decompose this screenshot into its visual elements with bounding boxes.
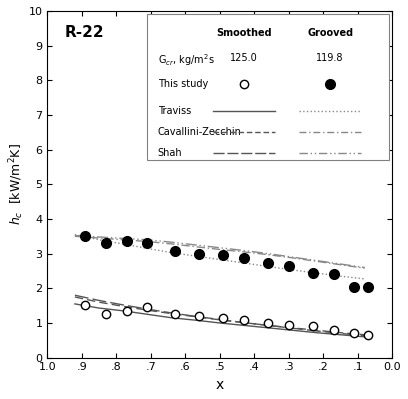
FancyBboxPatch shape bbox=[147, 14, 389, 160]
Text: Traviss: Traviss bbox=[157, 107, 191, 117]
X-axis label: x: x bbox=[216, 378, 224, 392]
Y-axis label: $h_c$  [kW/m$^2$K]: $h_c$ [kW/m$^2$K] bbox=[7, 143, 26, 225]
Text: Shah: Shah bbox=[157, 148, 182, 158]
Text: 125.0: 125.0 bbox=[230, 53, 258, 63]
Text: This study: This study bbox=[157, 79, 208, 89]
Text: Grooved: Grooved bbox=[307, 28, 353, 38]
Text: Smoothed: Smoothed bbox=[216, 28, 272, 38]
Text: Cavallini-Zecchin: Cavallini-Zecchin bbox=[157, 127, 242, 137]
Text: R-22: R-22 bbox=[64, 25, 104, 40]
Text: 119.8: 119.8 bbox=[316, 53, 344, 63]
Text: G$_{cr}$, kg/m$^2$s: G$_{cr}$, kg/m$^2$s bbox=[157, 53, 215, 68]
